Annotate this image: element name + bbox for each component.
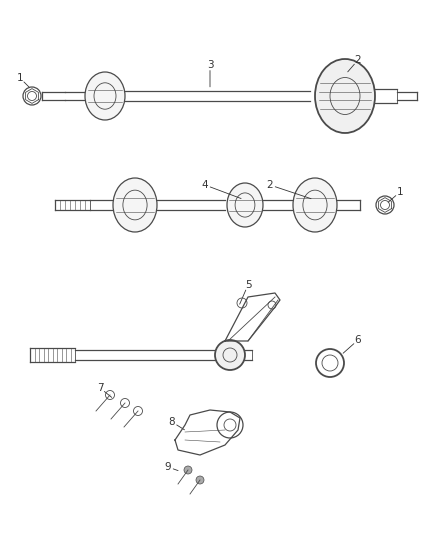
Text: 1: 1 [397,187,403,197]
Ellipse shape [315,59,375,133]
Ellipse shape [113,178,157,232]
Ellipse shape [85,72,125,120]
Circle shape [215,340,245,370]
Ellipse shape [227,183,263,227]
Text: 6: 6 [355,335,361,345]
Text: 5: 5 [245,280,251,290]
Text: 4: 4 [201,180,208,190]
Text: 1: 1 [17,73,23,83]
Text: 2: 2 [267,180,273,190]
Circle shape [184,466,192,474]
Text: 8: 8 [169,417,175,427]
Text: 7: 7 [97,383,103,393]
Ellipse shape [293,178,337,232]
Circle shape [196,476,204,484]
Text: 3: 3 [207,60,213,70]
Text: 9: 9 [165,462,171,472]
Text: 2: 2 [355,55,361,65]
